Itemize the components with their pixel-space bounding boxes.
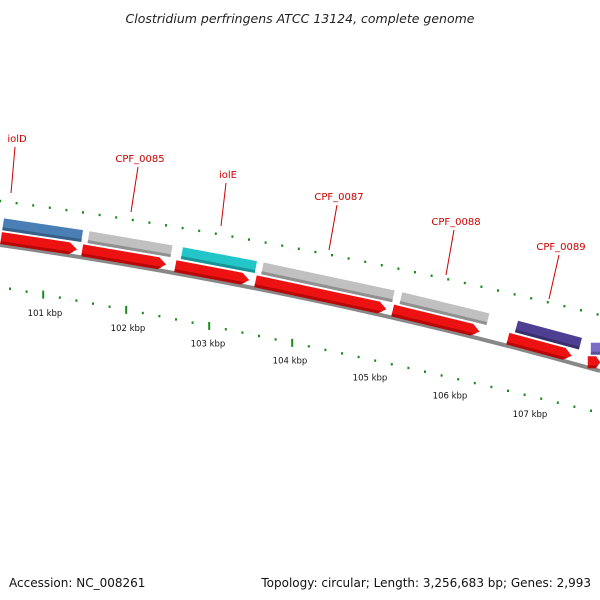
gene-box: [87, 231, 173, 258]
genome-summary: Topology: circular; Length: 3,256,683 bp…: [260, 576, 591, 590]
gene-label: CPF_0089: [536, 242, 585, 253]
gene-box-shadow: [180, 256, 256, 273]
strand-arrow-shadow: [174, 269, 246, 285]
scale-label: 103 kbp: [191, 340, 226, 350]
strand-arrow-shadow: [391, 313, 477, 336]
gene-label: CPF_0087: [314, 192, 363, 203]
scale-label: 104 kbp: [273, 356, 308, 366]
scale-label: 107 kbp: [513, 410, 548, 420]
strand-arrow-shadow: [254, 284, 383, 314]
gene-track: [0, 218, 600, 369]
gene-feature: [506, 320, 583, 360]
scale-label: 105 kbp: [353, 373, 388, 383]
scale-label: 106 kbp: [433, 391, 468, 401]
accession-label: Accession: NC_008261: [9, 576, 145, 590]
gene-feature: [174, 247, 258, 285]
label-leader-line: [220, 182, 227, 227]
gene-labels: iolD CPF_0085 iolE CPF_0087 CPF_0088 CPF_0089: [7, 134, 586, 300]
gene-feature: [0, 218, 84, 255]
scale-ticks: 101 kbp 102 kbp 103 kbp 104 kbp 105 kbp 106 k…: [0, 199, 599, 420]
genome-backbone: [0, 243, 600, 373]
label-leader-line: [548, 254, 560, 300]
gene-box-shadow: [514, 329, 580, 350]
strand-arrow-shadow: [0, 241, 74, 255]
label-leader-line: [130, 166, 139, 213]
gene-box: [514, 320, 583, 350]
label-leader-line: [445, 229, 455, 276]
gene-box-shadow: [590, 351, 600, 355]
strand-arrow: [506, 332, 572, 360]
scale-label: 101 kbp: [28, 309, 63, 319]
strand-arrow: [391, 304, 480, 336]
gene-box: [2, 218, 84, 243]
label-leader-line: [10, 146, 16, 194]
gene-box-shadow: [261, 271, 393, 303]
gene-box: [399, 292, 490, 326]
strand-arrow: [254, 275, 387, 314]
strand-arrow: [174, 260, 250, 285]
gene-feature: [391, 292, 490, 336]
label-leader-line: [328, 204, 338, 251]
map-title: Clostridium perfringens ATCC 13124, comp…: [126, 11, 475, 26]
gene-feature: [587, 342, 600, 369]
gene-box: [180, 247, 258, 273]
gene-box-shadow: [2, 227, 82, 243]
backbone-line: [0, 243, 600, 373]
strand-arrow-shadow: [587, 365, 598, 369]
gene-label: CPF_0088: [431, 217, 480, 228]
gene-feature: [81, 231, 173, 270]
gene-label: iolE: [219, 170, 237, 181]
gene-box: [590, 342, 600, 355]
gene-box: [261, 262, 395, 303]
gene-label: iolD: [7, 134, 27, 145]
strand-arrow-shadow: [506, 341, 569, 360]
gene-feature: [254, 262, 395, 314]
gene-box-shadow: [87, 240, 172, 258]
scale-label: 102 kbp: [111, 324, 146, 334]
strand-arrow: [0, 232, 78, 255]
gene-box-shadow: [399, 301, 488, 326]
strand-arrow: [81, 244, 167, 270]
gene-label: CPF_0085: [115, 154, 164, 165]
strand-arrow-shadow: [81, 253, 163, 270]
